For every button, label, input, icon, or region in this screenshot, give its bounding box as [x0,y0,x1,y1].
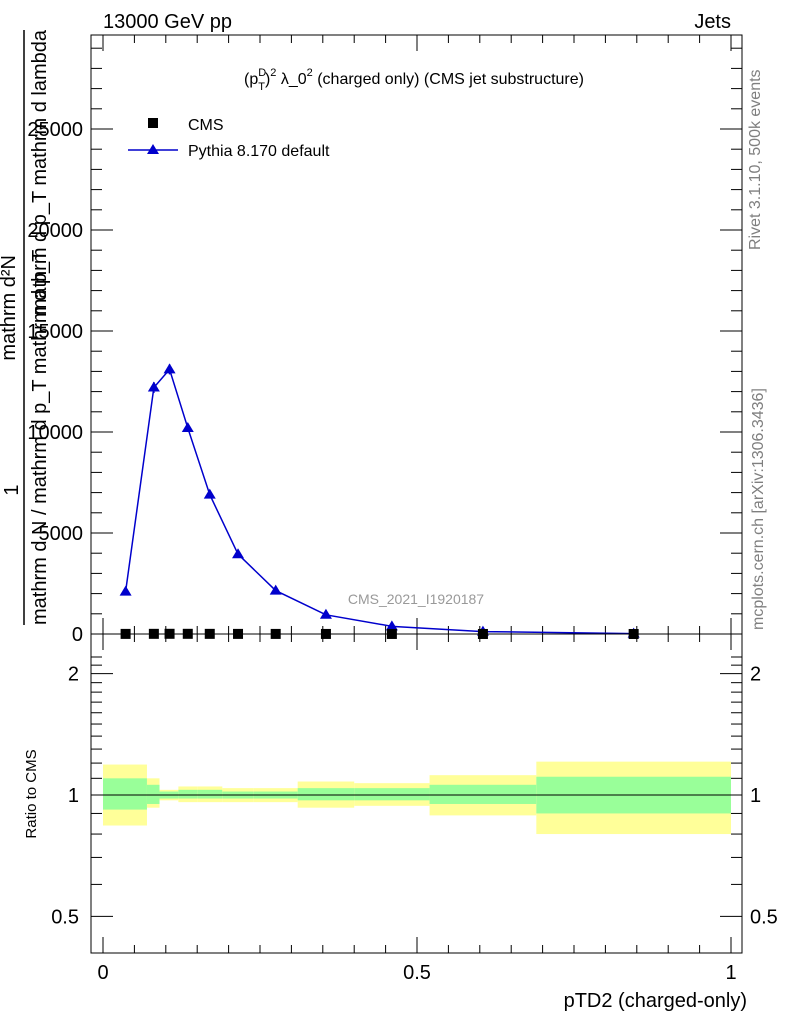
main-ylabel: 1 mathrm d²N mathrm d p_T mathrm d lambd… [0,29,51,625]
legend-cms-marker [148,118,158,128]
main-ytick-label: 10000 [27,422,83,444]
ratio-band-inner [146,784,160,804]
ratio-band-inner [354,788,430,801]
pythia-point [181,421,194,432]
energy-label: 13000 GeV pp [103,11,232,33]
watermark: CMS_2021_I1920187 [348,591,484,607]
title-sup-d: D [258,67,266,79]
main-ytick-label: 25000 [27,119,83,141]
pythia-point [319,608,332,619]
ratio-ticks: 0.5 0.5 1 1 2 2 0 0.5 1 [51,634,778,984]
pythia-point [119,585,132,596]
pythia-point [147,381,160,392]
ylabel-line2: mathrm d p_T mathrm d lambda [29,29,51,315]
main-ytick-label: 15000 [27,321,83,343]
ratio-xtick-label: 0.5 [403,962,431,984]
ratio-ytick-label-right: 2 [750,664,761,686]
ylabel-numerator: mathrm d²N [0,255,20,361]
title-sub-t: T [258,81,265,93]
pythia-point [203,488,216,499]
main-ticks: 0 5000 10000 15000 20000 25000 [27,35,742,646]
ylabel-denominator: mathrm d N / mathrm d p_T mathrm d p_T [29,250,51,625]
mcplots-label: mcplots.cern.ch [arXiv:1306.3436] [750,388,767,630]
ratio-xlabel: pTD2 (charged-only) [564,990,747,1012]
main-ytick-label: 5000 [39,523,84,545]
ratio-ytick-label-right: 0.5 [750,906,778,928]
main-title: (pD T)2 λ_02 (charged only) (CMS jet subs… [244,67,584,93]
ratio-band-inner [429,784,537,804]
legend-pythia-marker [147,144,159,154]
ylabel-one: 1 [1,484,23,495]
ratio-band-inner [178,789,198,799]
pythia-point [163,363,176,374]
ratio-ytick-label-right: 1 [750,785,761,807]
main-ytick-label: 0 [72,624,83,646]
ratio-band-inner [297,788,355,801]
ratio-ylabel: Ratio to CMS [23,749,40,838]
rivet-label: Rivet 3.1.10, 500k events [747,69,764,250]
ratio-ytick-label: 2 [68,664,79,686]
main-ytick-label: 20000 [27,220,83,242]
ratio-xtick-label: 0 [97,962,108,984]
main-plot: 0 5000 10000 15000 20000 25000 CMS_2021_I1920… [27,34,743,646]
ratio-plot: 0.5 0.5 1 1 2 2 0 0.5 1 Ratio to CMS pTD2 (charg… [23,633,778,1012]
ratio-bands [103,761,731,835]
jets-label: Jets [694,11,731,33]
pythia-point [385,620,398,631]
ratio-xtick-label: 1 [725,962,736,984]
ratio-ytick-label: 1 [68,785,79,807]
pythia-point [269,584,282,595]
pythia-point [232,548,245,559]
legend: CMS Pythia 8.170 default [128,117,330,160]
ratio-band-inner [197,789,223,799]
ratio-ytick-label: 0.5 [51,906,79,928]
legend-pythia-label: Pythia 8.170 default [188,143,330,160]
legend-cms-label: CMS [188,117,224,134]
ratio-band-inner [103,778,147,810]
